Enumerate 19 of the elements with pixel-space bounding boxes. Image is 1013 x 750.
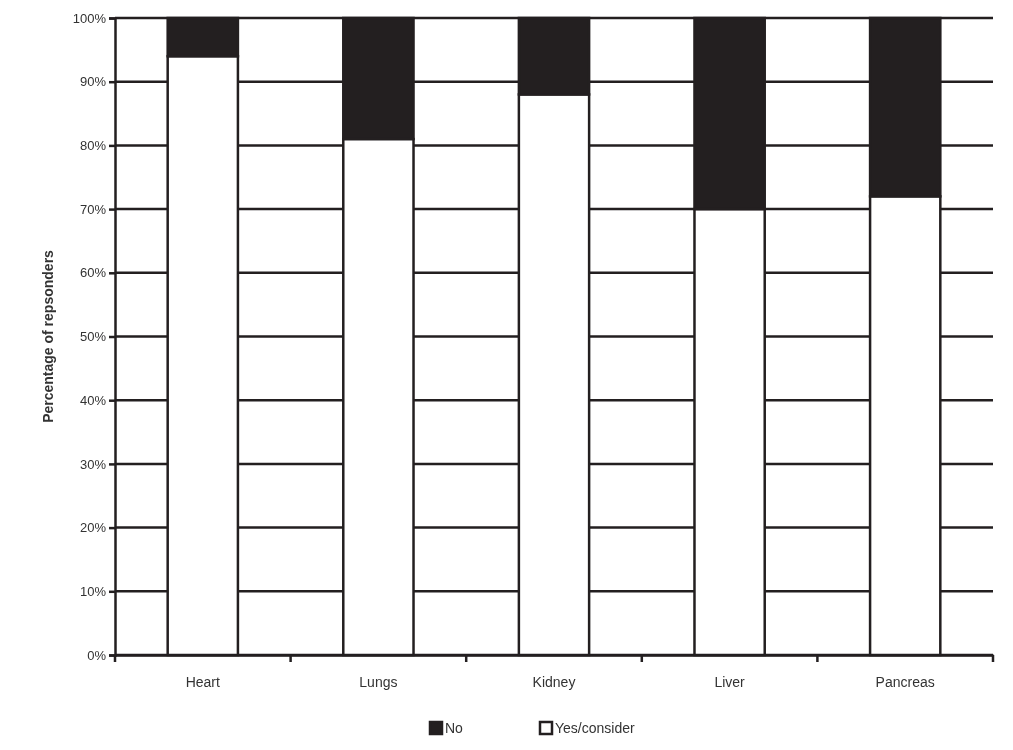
y-tick-label: 20% [79,520,107,536]
x-tick-label: Pancreas [875,673,935,690]
y-tick-label: 40% [79,392,107,408]
y-tick-label: 50% [79,329,107,345]
x-tick-label: Kidney [532,673,576,690]
y-tick-label: 70% [79,201,107,217]
y-tick-label: 90% [79,74,107,90]
legend-label: No [445,720,464,736]
x-tick-label: Heart [185,673,221,690]
y-axis-title: Percentage of repsonders [40,249,56,423]
y-tick-label: 80% [79,138,107,154]
y-tick-label: 100% [72,10,107,26]
y-tick-label: 30% [79,456,107,472]
y-tick-label: 10% [79,583,107,599]
legend-label: Yes/consider [555,720,635,736]
y-tick-label: 0% [87,647,107,663]
y-tick-label: 60% [79,265,107,281]
x-tick-label: Liver [714,673,746,690]
x-tick-label: Lungs [359,673,398,690]
